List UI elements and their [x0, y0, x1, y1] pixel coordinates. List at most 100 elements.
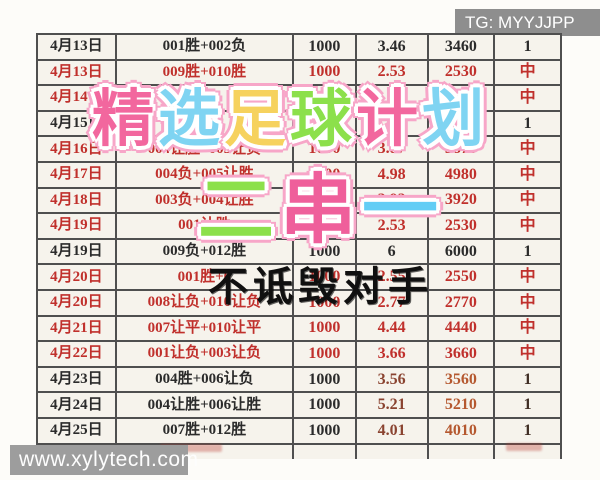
table-cell-stake: 1000 — [294, 162, 357, 187]
table-cell-result: 中 — [519, 63, 536, 81]
table-cell-empty — [357, 444, 429, 459]
table-cell-odds: 3.56 — [357, 367, 429, 392]
table-cell-odds: 4.01 — [357, 418, 429, 443]
table-cell-payout: 2530 — [429, 214, 496, 238]
parlay-type-overlay: 二串一 — [198, 148, 444, 258]
table-cell-odds: 2.77 — [357, 290, 429, 315]
bubble-char: 计 — [356, 85, 423, 154]
table-cell-payout: 6000 — [429, 239, 496, 264]
table-cell-odds: 5.21 — [357, 393, 429, 417]
table-cell-payout — [429, 86, 496, 110]
table-cell-odds: 6 — [357, 239, 429, 264]
table-cell-payout: 3870 — [429, 137, 496, 161]
table-cell-odds: 3.87 — [357, 137, 429, 161]
table-row: 4月17日 004负+005让胜 1000 4.98 4980 中 — [38, 162, 560, 189]
table-cell-stake: 1000 — [294, 214, 357, 238]
table-cell-combo: 004胜+006让负 — [117, 367, 295, 392]
table-row: 4月25日 007胜+012胜 1000 4.01 4010 1 — [38, 418, 560, 445]
table-cell-result: 中 — [519, 216, 536, 234]
table-cell-payout: 5210 — [429, 393, 496, 417]
table-cell-combo: 007让平+010让平 — [117, 316, 295, 341]
table-cell-stake: 1000 — [294, 418, 357, 443]
cutoff-row-fragment-right — [506, 443, 542, 451]
website-watermark-label: www.xylytech.com — [19, 448, 199, 471]
table-cell-date: 4月15日 — [38, 111, 117, 136]
table-cell-date: 4月20日 — [38, 290, 117, 315]
table-cell-combo: 009胜+010胜 — [117, 60, 295, 85]
table-cell-combo: 004负+005让胜 — [117, 162, 295, 187]
table-cell-odds — [357, 111, 429, 136]
cutoff-row-fragment-left — [160, 444, 222, 452]
table-row: 4月20日 008让负+010让负 1000 2.77 2770 中 — [38, 290, 560, 317]
table-cell-payout: 4010 — [429, 418, 496, 443]
table-cell-odds: 3.46 — [357, 35, 429, 59]
table-row: 4月24日 004让胜+006让胜 1000 5.21 5210 1 — [38, 393, 560, 419]
bubble-char: 二 — [198, 168, 280, 253]
table-cell-date: 4月19日 — [38, 239, 117, 264]
table-cell-odds — [357, 86, 429, 110]
table-cell-stake — [294, 86, 357, 110]
table-cell-date: 4月17日 — [38, 162, 117, 187]
table-row: 4月15日 1 — [38, 111, 560, 138]
table-cell-result: 中 — [519, 293, 536, 311]
table-cell-result: 中 — [519, 140, 536, 158]
table-cell-date: 4月14日 — [38, 86, 117, 110]
table-cell-payout: 2770 — [429, 290, 496, 315]
bubble-char: 精 — [92, 85, 159, 154]
table-cell-payout: 3660 — [429, 342, 496, 366]
table-cell-combo: 001胜+0 — [117, 265, 295, 289]
table-cell-date: 4月21日 — [38, 316, 117, 341]
table-cell-payout: 3560 — [429, 367, 496, 392]
table-cell-result: 1 — [523, 242, 532, 260]
table-cell-result: 中 — [519, 165, 536, 183]
table-cell-date: 4月19日 — [38, 214, 117, 238]
table-cell-stake: 1000 — [294, 35, 357, 59]
table-row: 4月13日 009胜+010胜 1000 2.53 2530 中 — [38, 60, 560, 87]
table-cell-date: 4月24日 — [38, 393, 117, 417]
bubble-char: 串 — [280, 168, 362, 253]
table-cell-combo: 001让负+003让负 — [117, 342, 295, 366]
table-row: 4月18日 003负+004让胜 1000 3.92 3920 中 — [38, 188, 560, 215]
table-cell-date: 4月23日 — [38, 367, 117, 392]
website-watermark: www.xylytech.com — [10, 445, 198, 475]
table-cell-payout: 4980 — [429, 162, 496, 187]
table-cell-stake: 1000 — [294, 265, 357, 289]
table-cell-date: 4月22日 — [38, 342, 117, 366]
table-cell-stake: 1000 — [294, 316, 357, 341]
table-cell-date: 4月13日 — [38, 60, 117, 85]
table-cell-combo: 008让负+010让负 — [117, 290, 295, 315]
table-cell-stake: 1000 — [294, 342, 357, 366]
table-cell-combo: 001胜+002负 — [117, 35, 295, 59]
table-cell-combo: 001让胜 — [117, 214, 295, 238]
table-cell-combo: 004让胜+006让胜 — [117, 393, 295, 417]
betting-plan-table: 4月13日 001胜+002负 1000 3.46 3460 1 4月13日 009胜+010… — [36, 33, 562, 459]
table-row: 4月23日 004胜+006让负 1000 3.56 3560 1 — [38, 367, 560, 394]
table-cell-stake: 1000 — [294, 290, 357, 315]
table-cell-odds: 3.66 — [357, 342, 429, 366]
bubble-char: 选 — [158, 85, 225, 154]
table-cell-payout: 3920 — [429, 188, 496, 213]
table-cell-result: 1 — [523, 114, 532, 132]
table-cell-combo — [117, 86, 295, 110]
table-cell-odds: 2.53 — [357, 60, 429, 85]
table-cell-result: 1 — [523, 421, 532, 439]
table-cell-combo: 003负+004让胜 — [117, 188, 295, 213]
table-cell-result: 1 — [523, 370, 532, 388]
table-cell-combo: 004让胜+005让负 — [117, 137, 295, 161]
table-cell-combo: 007胜+012胜 — [117, 418, 295, 443]
table-row: 4月16日 004让胜+005让负 1000 3.87 3870 中 — [38, 137, 560, 163]
table-cell-result: 1 — [523, 37, 532, 55]
table-cell-payout: 4440 — [429, 316, 496, 341]
table-row: 4月20日 001胜+0 1000 2.55 2550 中 — [38, 265, 560, 291]
motto-text: 不诋毁对手 — [208, 264, 433, 309]
table-cell-odds: 3.92 — [357, 188, 429, 213]
table-cell-payout — [429, 111, 496, 136]
bubble-char: 一 — [362, 168, 444, 253]
table-cell-result: 中 — [519, 88, 536, 106]
promo-title-overlay: 精选足球计划 — [92, 68, 488, 158]
table-row: 4月19日 009负+012胜 1000 6 6000 1 — [38, 239, 560, 266]
table-cell-date: 4月25日 — [38, 418, 117, 443]
table-cell-payout: 3460 — [429, 35, 496, 59]
table-cell-payout: 2530 — [429, 60, 496, 85]
